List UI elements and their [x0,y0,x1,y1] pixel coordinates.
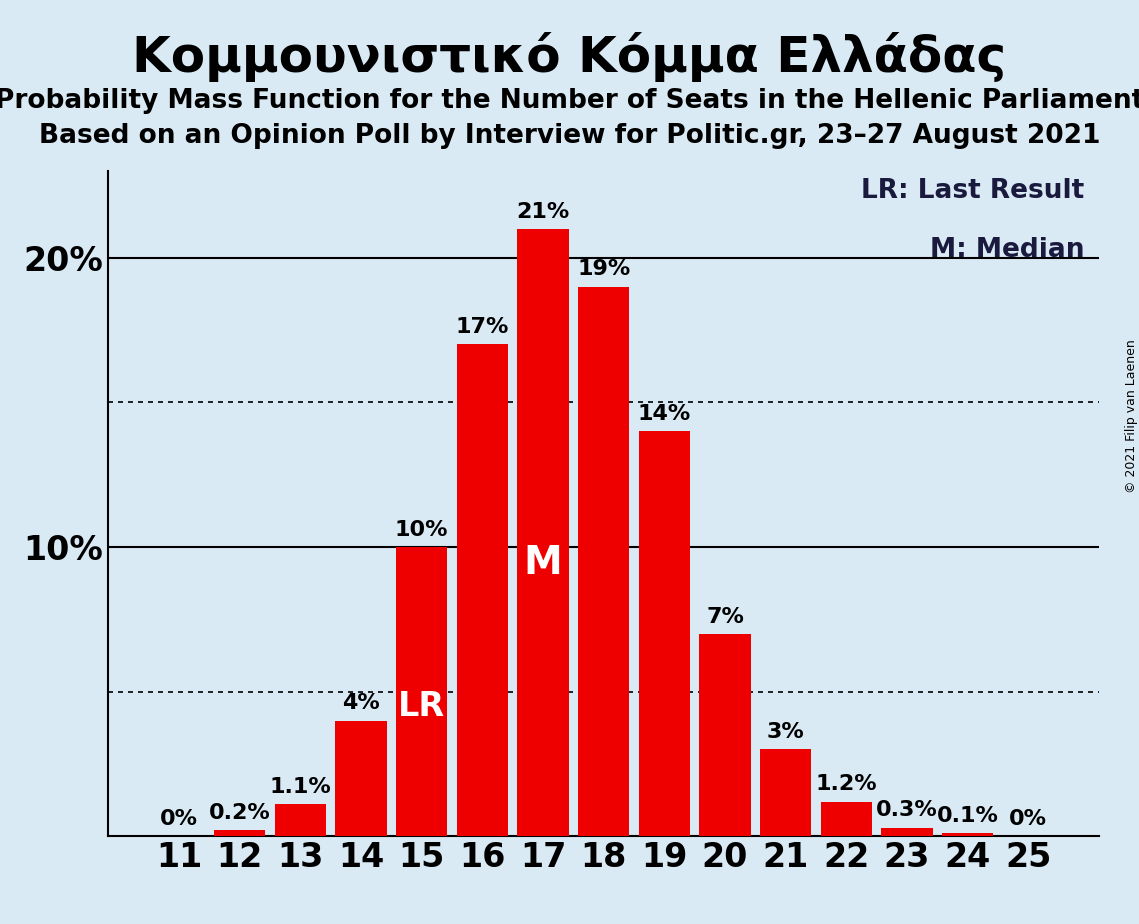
Text: LR: LR [399,689,445,723]
Text: 17%: 17% [456,317,509,337]
Bar [457,345,508,836]
Bar [639,432,690,836]
Bar [335,721,387,836]
Text: 0.1%: 0.1% [936,806,999,826]
Bar [517,229,568,836]
Text: 0%: 0% [159,809,198,829]
Text: 0%: 0% [1009,809,1048,829]
Text: Based on an Opinion Poll by Interview for Politic.gr, 23–27 August 2021: Based on an Opinion Poll by Interview fo… [39,123,1100,149]
Text: 0.3%: 0.3% [876,800,937,821]
Text: 4%: 4% [342,693,380,713]
Text: 1.1%: 1.1% [270,777,331,797]
Bar [274,805,326,836]
Text: 14%: 14% [638,404,691,424]
Text: 7%: 7% [706,606,744,626]
Text: 19%: 19% [577,260,630,279]
Bar [882,828,933,836]
Text: 10%: 10% [395,519,449,540]
Text: M: M [524,544,563,582]
Bar [214,831,265,836]
Text: LR: Last Result: LR: Last Result [861,177,1084,203]
Text: © 2021 Filip van Laenen: © 2021 Filip van Laenen [1124,339,1138,492]
Text: 0.2%: 0.2% [208,803,271,823]
Bar [820,801,872,836]
Text: Probability Mass Function for the Number of Seats in the Hellenic Parliament: Probability Mass Function for the Number… [0,88,1139,114]
Text: M: Median: M: Median [929,237,1084,263]
Text: 3%: 3% [767,723,804,742]
Bar [760,749,811,836]
Bar [942,833,993,836]
Text: 21%: 21% [516,201,570,222]
Bar [699,634,751,836]
Bar [577,286,630,836]
Text: 1.2%: 1.2% [816,774,877,795]
Bar [396,547,448,836]
Text: Κομμουνιστικό Κόμμα Ελλάδας: Κομμουνιστικό Κόμμα Ελλάδας [132,32,1007,82]
